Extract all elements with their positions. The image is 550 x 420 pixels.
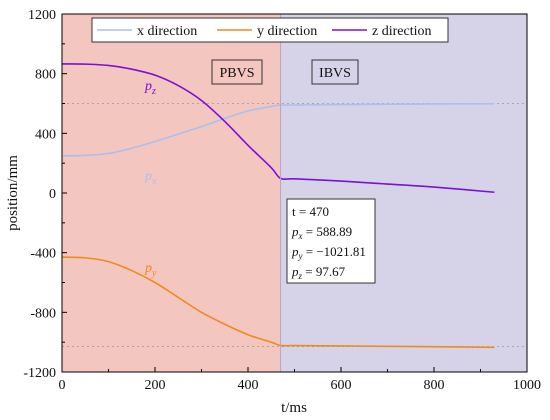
region-pbvs [62,14,281,372]
x-tick-label: 0 [59,378,66,393]
x-axis-ticks: 0 200 400 600 800 1000 [59,367,541,393]
y-axis-label: position/mm [5,155,21,231]
legend-label-y: y direction [257,24,317,39]
annotation-pz: pz = 97.67 [291,264,346,281]
legend: x direction y direction z direction [91,17,449,43]
y-tick-label: 800 [35,68,56,83]
y-tick-label: 400 [35,127,56,142]
y-tick-label: -1200 [23,366,56,381]
x-tick-label: 400 [238,378,259,393]
pbvs-label: PBVS [219,66,254,81]
datapoint-annotation: t = 470 px = 588.89 py = −1021.81 pz = 9… [286,198,376,284]
y-tick-label: 1200 [28,8,56,23]
y-tick-label: 0 [49,187,56,202]
y-axis-ticks: -1200 -800 -400 0 400 800 1200 [23,8,67,381]
x-tick-label: 200 [145,378,166,393]
legend-label-x: x direction [137,24,197,39]
series-line-x [62,102,495,157]
ibvs-label: IBVS [319,66,351,81]
x-tick-label: 1000 [513,378,541,393]
annotation-py: py = −1021.81 [291,244,366,261]
annotation-time: t = 470 [292,204,329,219]
phase-regions [62,14,527,372]
series-lines [62,63,495,349]
y-tick-label: -800 [30,306,56,321]
x-axis-label: t/ms [281,400,307,416]
pbvs-label-box: PBVS [211,59,263,85]
ibvs-label-box: IBVS [311,59,359,85]
y-tick-label: -400 [30,247,56,262]
x-tick-label: 600 [331,378,352,393]
region-ibvs [280,14,527,372]
series-line-y [62,256,495,349]
legend-label-z: z direction [372,24,431,39]
x-tick-label: 800 [424,378,445,393]
series-line-z [62,63,495,194]
annotation-px: px = 588.89 [291,224,352,241]
